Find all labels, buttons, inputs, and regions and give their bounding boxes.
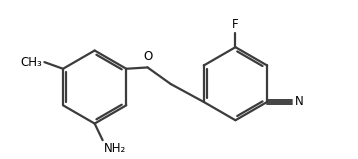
Text: O: O <box>143 50 152 63</box>
Text: F: F <box>232 18 239 31</box>
Text: NH₂: NH₂ <box>104 142 126 155</box>
Text: CH₃: CH₃ <box>21 56 43 69</box>
Text: N: N <box>295 95 304 108</box>
